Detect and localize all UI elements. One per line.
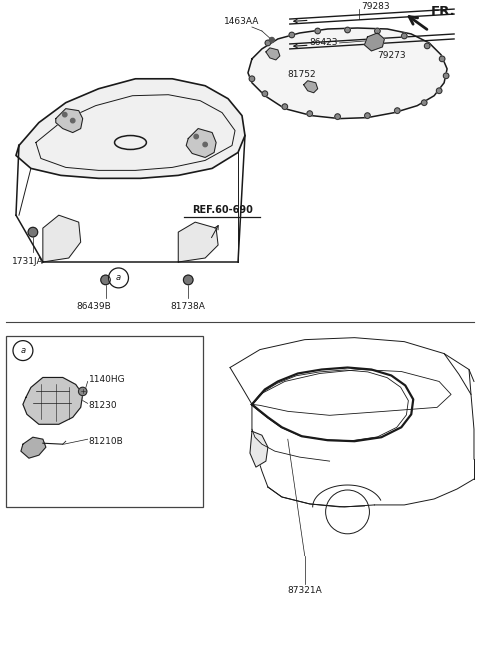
Circle shape <box>79 387 87 396</box>
Circle shape <box>365 113 370 118</box>
Polygon shape <box>248 28 447 119</box>
Polygon shape <box>178 222 218 262</box>
Text: 79283: 79283 <box>361 1 390 10</box>
Text: FR.: FR. <box>431 5 456 18</box>
Circle shape <box>315 28 321 34</box>
Text: REF.60-690: REF.60-690 <box>192 205 252 215</box>
Circle shape <box>249 76 255 82</box>
Text: 1463AA: 1463AA <box>224 17 260 26</box>
Circle shape <box>439 56 445 62</box>
Circle shape <box>265 40 271 45</box>
Polygon shape <box>23 378 83 424</box>
Circle shape <box>101 275 110 285</box>
Circle shape <box>269 38 275 42</box>
Circle shape <box>62 112 67 117</box>
Text: a: a <box>116 273 121 282</box>
Circle shape <box>282 104 288 110</box>
Polygon shape <box>43 215 81 262</box>
Circle shape <box>289 32 295 38</box>
Polygon shape <box>56 108 83 132</box>
Text: 1731JA: 1731JA <box>12 257 44 266</box>
Circle shape <box>444 73 449 79</box>
Polygon shape <box>186 129 216 158</box>
Text: 81210B: 81210B <box>89 437 123 446</box>
Circle shape <box>345 27 350 33</box>
Text: 87321A: 87321A <box>288 586 322 595</box>
Circle shape <box>71 118 75 123</box>
Circle shape <box>183 275 193 285</box>
Circle shape <box>13 341 33 361</box>
FancyBboxPatch shape <box>6 336 203 507</box>
Polygon shape <box>21 437 46 458</box>
Polygon shape <box>250 431 268 467</box>
Polygon shape <box>266 48 280 60</box>
Circle shape <box>335 114 340 119</box>
Text: 86439B: 86439B <box>76 302 111 311</box>
Text: 81738A: 81738A <box>171 302 205 311</box>
Circle shape <box>436 88 442 93</box>
Text: 81230: 81230 <box>89 401 117 410</box>
Circle shape <box>108 268 129 288</box>
Circle shape <box>262 91 268 97</box>
Circle shape <box>395 108 400 114</box>
Text: a: a <box>20 346 25 355</box>
Polygon shape <box>364 33 384 51</box>
Circle shape <box>194 134 198 139</box>
Circle shape <box>307 111 312 116</box>
Circle shape <box>421 100 427 106</box>
Circle shape <box>401 33 407 39</box>
Text: 86423: 86423 <box>309 38 337 47</box>
Text: 1140HG: 1140HG <box>89 375 125 384</box>
Polygon shape <box>16 79 245 178</box>
Text: 79273: 79273 <box>377 51 406 60</box>
Polygon shape <box>304 80 318 93</box>
Circle shape <box>374 28 380 34</box>
Circle shape <box>28 227 37 237</box>
Circle shape <box>203 142 207 147</box>
Text: 81752: 81752 <box>288 70 316 79</box>
Circle shape <box>424 43 430 49</box>
